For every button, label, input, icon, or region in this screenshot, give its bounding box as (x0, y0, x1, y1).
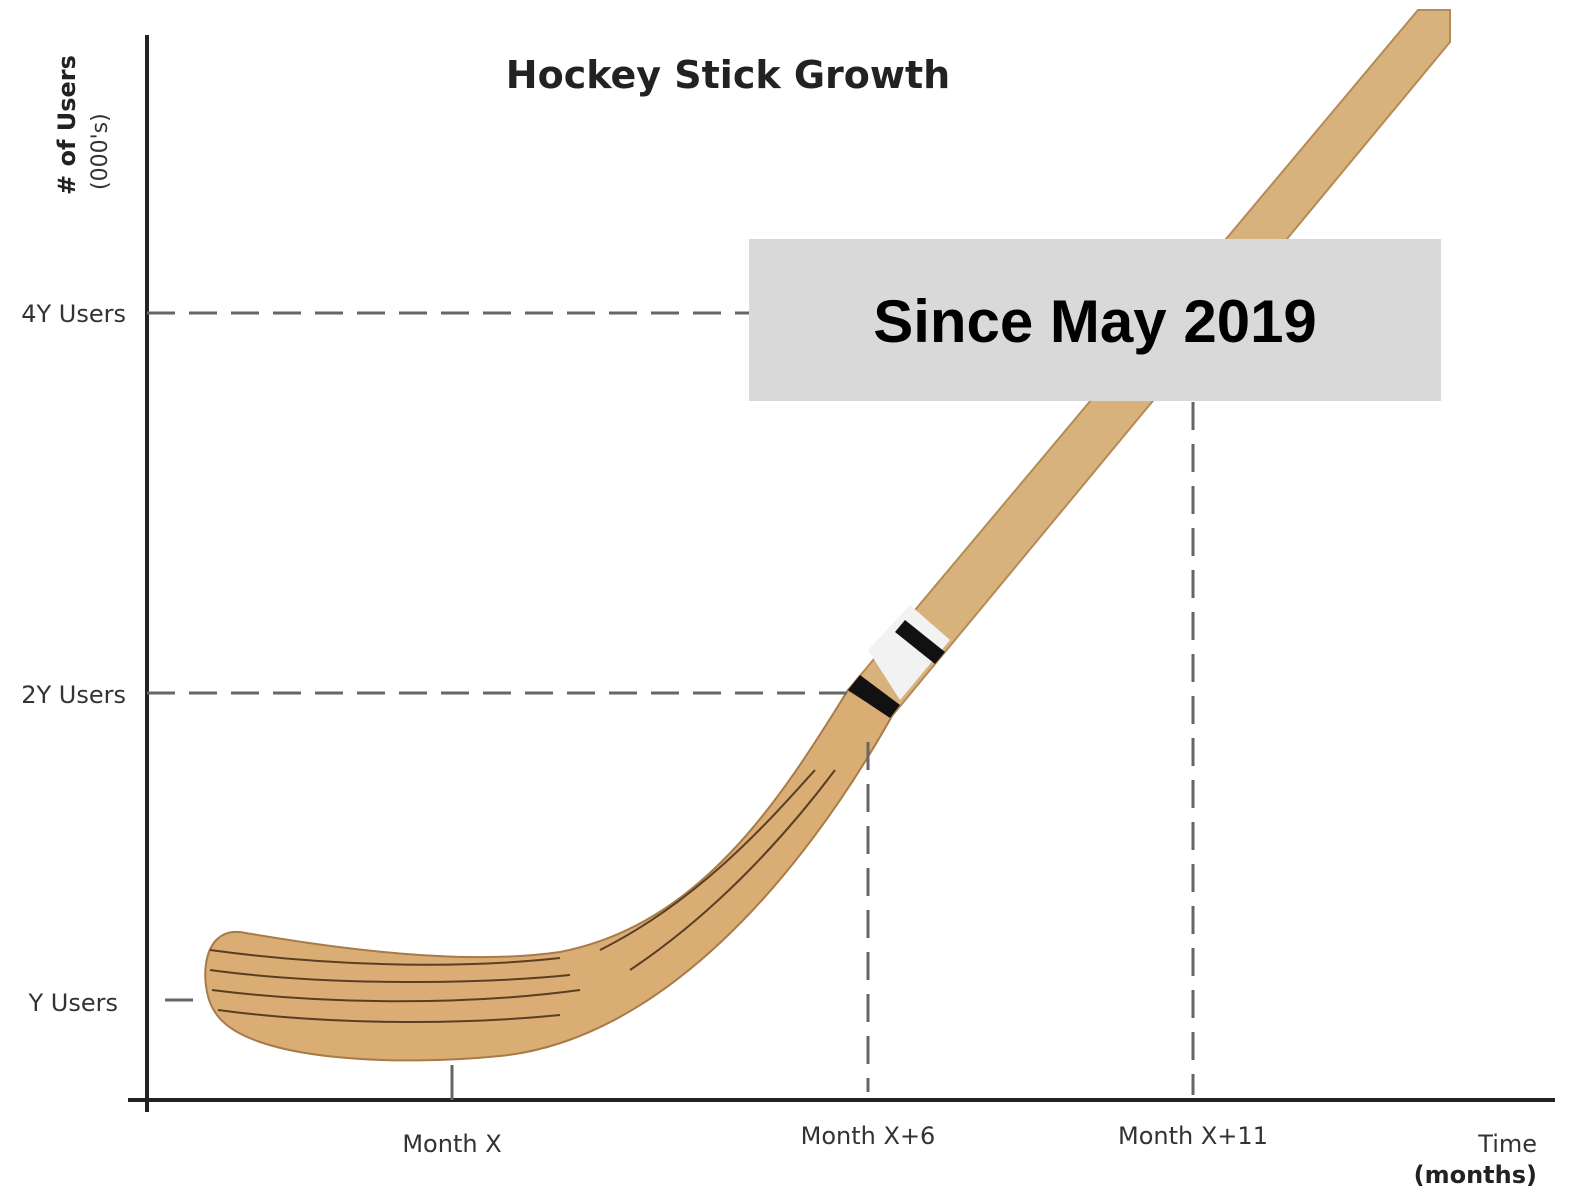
y-tick-label: 2Y Users (21, 681, 126, 709)
y-tick-label: Y Users (28, 989, 119, 1017)
tape-band (848, 675, 900, 718)
blade-grain (209, 769, 836, 1023)
hockey-stick (204, 9, 1451, 1062)
x-tick-label: Month X (402, 1130, 501, 1158)
x-axis-label: Time (1477, 1130, 1537, 1158)
x-tick-label: Month X+11 (1118, 1122, 1268, 1150)
overlay-box (749, 239, 1441, 401)
x-axis-unit: (months) (1414, 1161, 1537, 1189)
y-axis-unit: (000's) (88, 113, 113, 190)
stick-blade (204, 688, 894, 1062)
title: Hockey Stick Growth (506, 53, 950, 97)
tape-band (895, 620, 945, 664)
y-axis-label: # of Users (53, 55, 81, 195)
y-tick-label: 4Y Users (21, 300, 126, 328)
x-tick-label: Month X+6 (801, 1122, 936, 1150)
tape (868, 605, 950, 700)
overlay-text: Since May 2019 (873, 288, 1317, 355)
